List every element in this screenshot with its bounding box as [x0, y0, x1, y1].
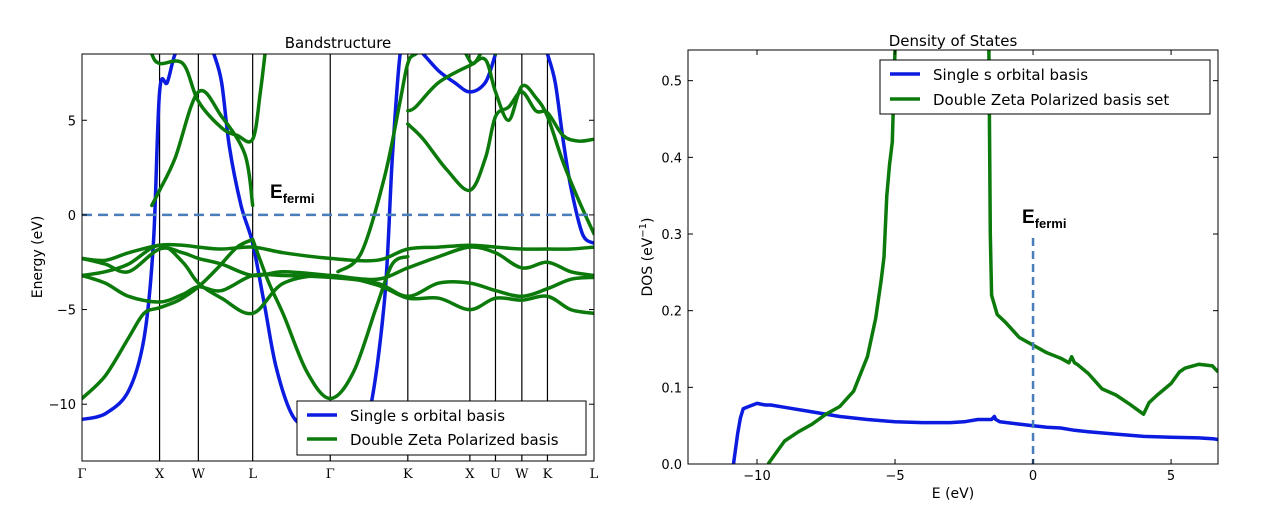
kpoint-label: X	[465, 467, 475, 482]
dos-fermi-label: Efermi	[1022, 207, 1066, 231]
dzp-band-13	[406, 90, 594, 193]
single-s-band-1	[212, 54, 402, 435]
kpoint-label: L	[248, 467, 257, 482]
single-s-band-2	[421, 54, 498, 94]
x-tick-label: 5	[1167, 469, 1175, 484]
y-tick-label: 0.1	[661, 381, 682, 396]
dzp-band-8	[82, 272, 594, 304]
kpoint-label: L	[590, 467, 599, 482]
x-tick-label: 0	[1029, 469, 1037, 484]
x-tick-label: −10	[743, 469, 770, 484]
y-tick-label: 5	[68, 114, 76, 129]
y-tick-label: −5	[57, 304, 76, 319]
bandstructure-y-axis-label: Energy (eV)	[30, 216, 46, 299]
kpoint-label: X	[155, 467, 165, 482]
single-s-dos-0	[731, 401, 1218, 464]
dos-y-ticks: 0.0 0.1 0.2 0.3 0.4 0.5	[661, 75, 1218, 473]
bandstructure-title: Bandstructure	[285, 34, 392, 52]
y-tick-label: 0.3	[661, 228, 682, 243]
legend-box	[879, 59, 1211, 115]
dos-y-axis-label: DOS (eV−1)	[638, 217, 656, 296]
dzp-band-9	[82, 243, 594, 316]
legend-box	[296, 400, 587, 456]
dos-x-ticks: −10 −5 0 5	[743, 50, 1175, 484]
dos-curves	[731, 50, 1218, 464]
bandstructure-y-ticks: 5 0 −5 −10	[49, 114, 594, 413]
dzp-dos-1	[766, 50, 897, 464]
bandstructure-legend: Single s orbital basis Double Zeta Polar…	[296, 400, 587, 456]
dos-title: Density of States	[889, 32, 1018, 50]
dzp-band-10	[150, 88, 255, 208]
legend-label-single-s: Single s orbital basis	[350, 407, 505, 425]
band-fermi-label: Efermi	[270, 182, 314, 206]
kpoint-label: W	[515, 467, 529, 482]
x-tick-label: −5	[885, 469, 904, 484]
dos-frame	[687, 49, 1219, 465]
single-s-band-0	[82, 54, 178, 422]
kpoint-label: K	[543, 467, 553, 482]
legend-label-dzp: Double Zeta Polarized basis set	[933, 91, 1169, 109]
single-s-band-3	[545, 54, 594, 246]
dos-x-axis-label: E (eV)	[932, 486, 974, 502]
y-tick-label: 0.2	[661, 305, 682, 320]
dzp-band-4	[82, 237, 255, 401]
dzp-band-15	[464, 54, 483, 66]
y-tick-label: 0.4	[661, 151, 682, 166]
dzp-band-14	[406, 56, 594, 236]
legend-label-single-s: Single s orbital basis	[933, 66, 1088, 84]
band-curves	[82, 54, 594, 435]
kpoint-label: Γ	[326, 467, 335, 482]
dos-panel: Density of States DOS (eV−1) E (eV) Efer…	[638, 32, 1219, 502]
dzp-dos-2	[987, 50, 1218, 416]
kpoint-label: K	[403, 467, 413, 482]
legend-label-dzp: Double Zeta Polarized basis	[350, 431, 559, 449]
y-tick-label: 0	[68, 209, 76, 224]
bandstructure-panel: Bandstructure Energy (eV) Efermi 5 0 −5 −10…	[30, 34, 599, 482]
dzp-band-11	[149, 54, 267, 144]
kpoint-lines	[158, 54, 549, 461]
y-tick-label: −10	[49, 398, 76, 413]
kpoint-label: Γ	[77, 467, 86, 482]
bandstructure-frame	[81, 53, 595, 462]
kpoint-label: W	[192, 467, 206, 482]
dos-legend: Single s orbital basis Double Zeta Polar…	[879, 59, 1211, 115]
y-tick-label: 0.5	[661, 75, 682, 90]
kpoint-label: U	[490, 467, 501, 482]
y-tick-label: 0.0	[661, 458, 682, 473]
dzp-band-12	[336, 54, 498, 274]
